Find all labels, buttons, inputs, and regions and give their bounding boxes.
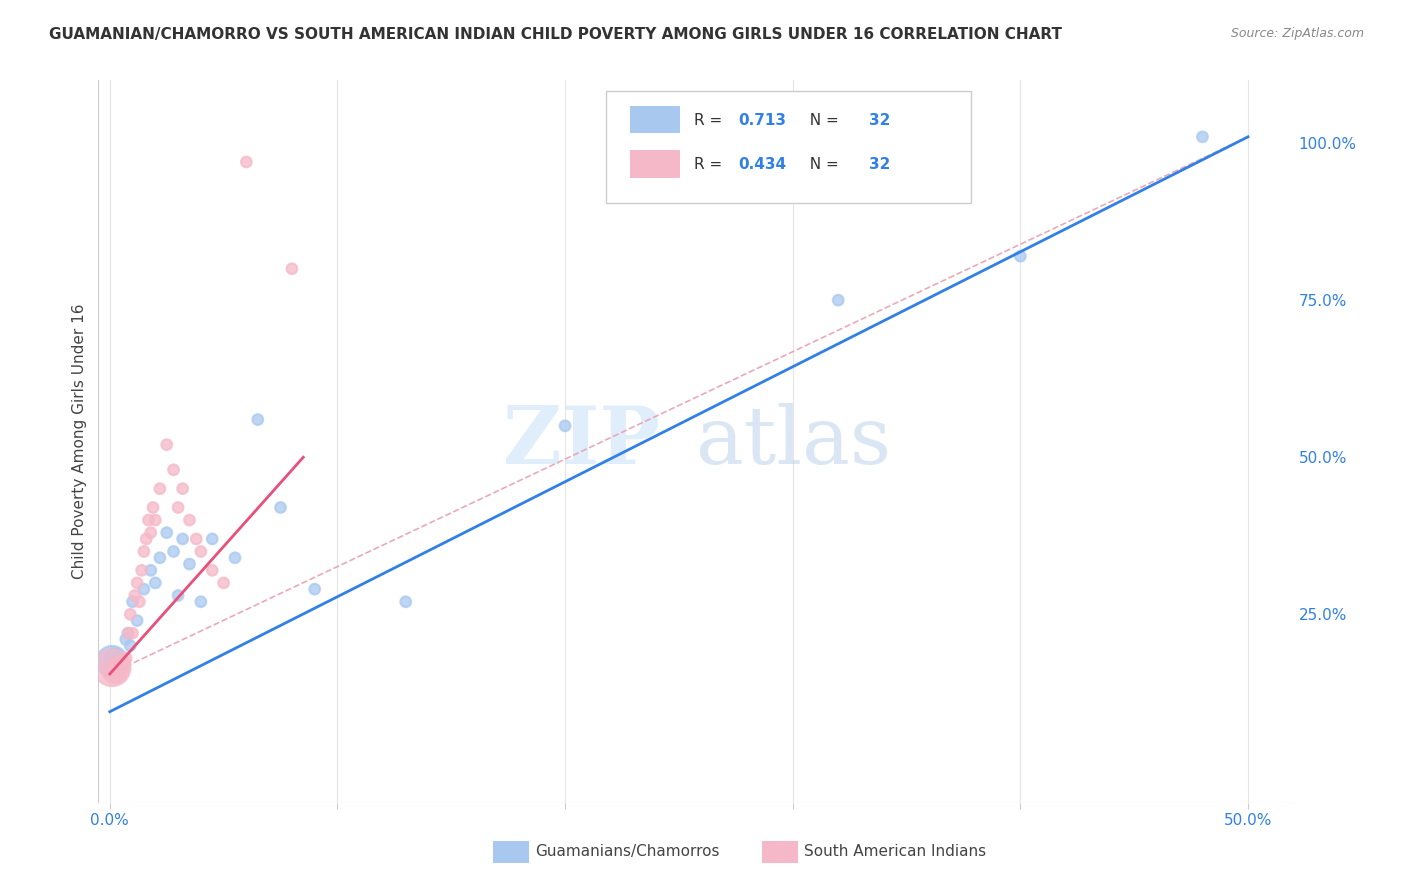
Text: 32: 32 xyxy=(869,157,890,172)
Point xyxy=(128,595,150,609)
Point xyxy=(108,651,131,665)
Point xyxy=(235,155,257,169)
Point xyxy=(149,482,172,496)
Point xyxy=(139,525,162,540)
Point xyxy=(149,550,172,565)
Point xyxy=(110,657,132,672)
Point xyxy=(114,651,136,665)
Point xyxy=(143,575,166,590)
Point xyxy=(101,655,124,669)
Point xyxy=(186,532,208,546)
Point xyxy=(201,532,224,546)
Point xyxy=(138,513,160,527)
Point xyxy=(179,557,201,571)
Text: R =: R = xyxy=(693,112,727,128)
Text: GUAMANIAN/CHAMORRO VS SOUTH AMERICAN INDIAN CHILD POVERTY AMONG GIRLS UNDER 16 C: GUAMANIAN/CHAMORRO VS SOUTH AMERICAN IND… xyxy=(49,27,1062,42)
Point xyxy=(114,632,136,647)
Text: South American Indians: South American Indians xyxy=(804,845,986,859)
Point xyxy=(167,589,190,603)
Point xyxy=(179,513,201,527)
Point xyxy=(139,563,162,577)
Text: Guamanians/Chamorros: Guamanians/Chamorros xyxy=(534,845,718,859)
Point xyxy=(121,626,143,640)
Point xyxy=(172,482,194,496)
Point xyxy=(132,544,155,558)
Point xyxy=(117,626,139,640)
Point xyxy=(143,513,166,527)
Point xyxy=(201,563,224,577)
Point xyxy=(224,550,246,565)
Text: 0.713: 0.713 xyxy=(738,112,786,128)
Point xyxy=(103,664,125,678)
Text: 32: 32 xyxy=(869,112,890,128)
Point xyxy=(554,418,576,433)
Point xyxy=(212,575,235,590)
Point xyxy=(112,657,135,672)
Point xyxy=(105,655,128,669)
FancyBboxPatch shape xyxy=(606,91,972,203)
Point xyxy=(112,655,135,669)
Point xyxy=(827,293,849,308)
Text: atlas: atlas xyxy=(696,402,891,481)
Point xyxy=(120,639,142,653)
Point xyxy=(124,589,146,603)
Point xyxy=(105,657,128,672)
Point xyxy=(132,582,155,597)
Point xyxy=(172,532,194,546)
Point xyxy=(127,575,149,590)
Point xyxy=(167,500,190,515)
Text: ZIP: ZIP xyxy=(503,402,661,481)
Point xyxy=(270,500,292,515)
Text: Source: ZipAtlas.com: Source: ZipAtlas.com xyxy=(1230,27,1364,40)
Point xyxy=(135,532,157,546)
Point xyxy=(120,607,142,622)
FancyBboxPatch shape xyxy=(494,841,529,863)
Text: 0.434: 0.434 xyxy=(738,157,786,172)
Point xyxy=(105,667,128,681)
Point xyxy=(131,563,153,577)
Y-axis label: Child Poverty Among Girls Under 16: Child Poverty Among Girls Under 16 xyxy=(72,304,87,579)
Point xyxy=(1010,249,1032,263)
Point xyxy=(246,412,269,426)
Point xyxy=(156,525,179,540)
Point xyxy=(127,614,149,628)
Point xyxy=(281,261,304,276)
Text: R =: R = xyxy=(693,157,727,172)
Point xyxy=(117,626,139,640)
Point xyxy=(190,595,212,609)
Point xyxy=(162,463,184,477)
Point xyxy=(1191,129,1213,144)
Point xyxy=(103,651,125,665)
FancyBboxPatch shape xyxy=(762,841,797,863)
Text: N =: N = xyxy=(800,157,844,172)
Point xyxy=(101,661,124,675)
Point xyxy=(395,595,418,609)
Point xyxy=(142,500,165,515)
Point xyxy=(110,664,132,678)
FancyBboxPatch shape xyxy=(630,105,681,133)
Point xyxy=(121,595,143,609)
FancyBboxPatch shape xyxy=(630,151,681,178)
Point xyxy=(108,657,131,672)
Point xyxy=(304,582,326,597)
Point xyxy=(190,544,212,558)
Text: N =: N = xyxy=(800,112,844,128)
Point xyxy=(162,544,184,558)
Point xyxy=(156,438,179,452)
